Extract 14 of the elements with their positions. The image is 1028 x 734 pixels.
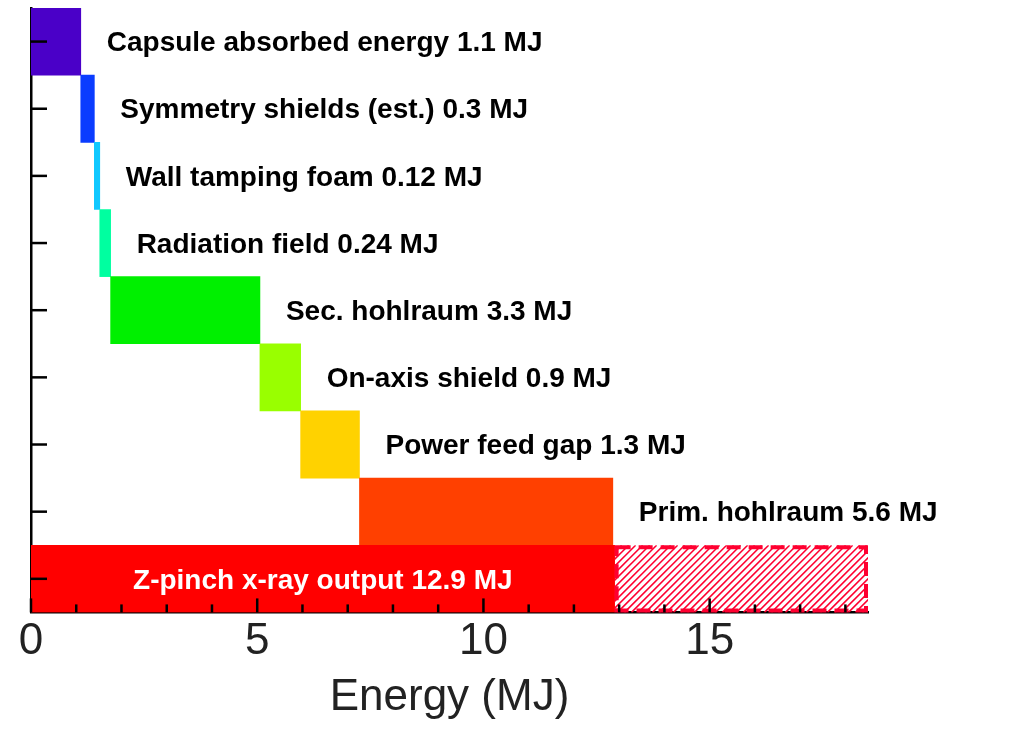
data-label: On-axis shield 0.9 MJ xyxy=(326,362,612,394)
data-label: Prim. hohlraum 5.6 MJ xyxy=(638,496,938,528)
data-label: Power feed gap 1.3 MJ xyxy=(385,429,686,461)
data-label: Z-pinch x-ray output 12.9 MJ xyxy=(133,563,513,595)
data-label: Symmetry shields (est.) 0.3 MJ xyxy=(120,93,529,125)
x-axis-title: Energy (MJ) xyxy=(329,669,570,719)
data-label: Capsule absorbed energy 1.1 MJ xyxy=(106,26,543,58)
x-tick-label: 15 xyxy=(685,613,735,663)
data-label: Sec. hohlraum 3.3 MJ xyxy=(285,294,573,326)
data-label: Radiation field 0.24 MJ xyxy=(136,227,439,259)
data-label: Wall tamping foam 0.12 MJ xyxy=(125,160,483,192)
x-tick-label: 0 xyxy=(18,613,44,663)
x-tick-label: 5 xyxy=(244,613,270,663)
x-tick-label: 10 xyxy=(458,613,508,663)
